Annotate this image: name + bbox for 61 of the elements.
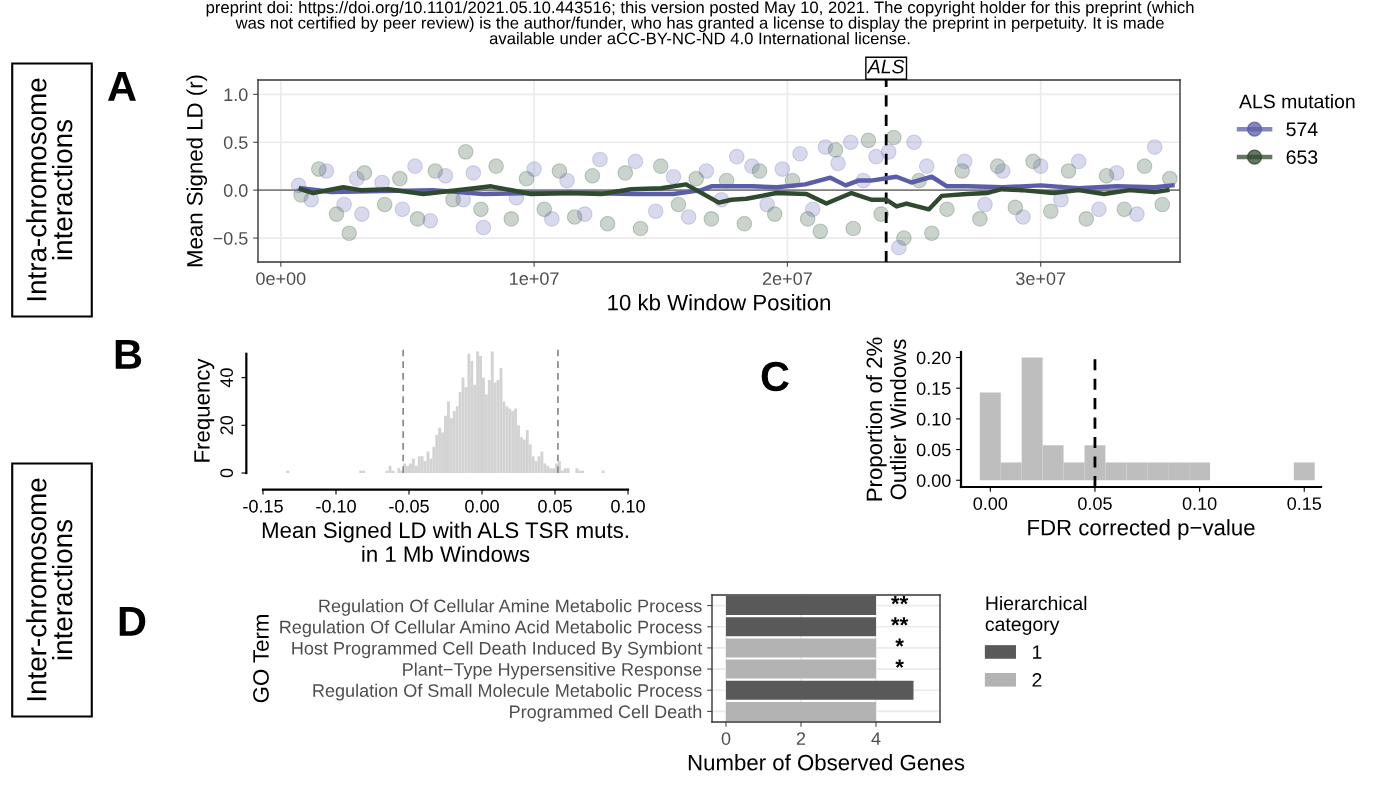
y-tick-label: Regulation Of Cellular Amine Metabolic Process bbox=[319, 599, 702, 616]
x-axis-title: Mean Signed LD with ALS TSR muts. in 1 Mb Windows bbox=[262, 521, 628, 563]
x-tick-label: 0.15 bbox=[1287, 497, 1322, 510]
x-tick-label: 3e+07 bbox=[1016, 272, 1066, 285]
y-tick-label: Regulation Of Cellular Amino Acid Metabolic Process bbox=[280, 620, 702, 638]
x-tick-label: -0.10 bbox=[316, 499, 356, 513]
y-tick-label: 0.00 bbox=[916, 474, 951, 487]
text: A bbox=[107, 72, 136, 101]
x-tick-label: 1e+07 bbox=[510, 272, 559, 285]
x-axis-title: FDR corrected p−value bbox=[1028, 519, 1255, 540]
x-tick-label: -0.15 bbox=[243, 499, 283, 513]
x-tick-label: 0.00 bbox=[973, 497, 1008, 510]
legend-title: Hierarchical category bbox=[985, 595, 1087, 635]
text: D bbox=[119, 607, 146, 636]
y-tick-label: Regulation Of Small Molecule Metabolic Process bbox=[313, 683, 702, 701]
x-axis-title: 10 kb Window Position bbox=[608, 294, 830, 311]
x-tick-label: 0e+00 bbox=[256, 272, 306, 285]
y-tick-label: 0.15 bbox=[916, 382, 951, 395]
legend-label: 2 bbox=[1032, 673, 1042, 687]
x-tick-label: 0.00 bbox=[465, 499, 499, 513]
y-tick-label: Host Programmed Cell Death Induced By Symbiont bbox=[292, 641, 703, 659]
x-tick-label: 0.10 bbox=[1182, 497, 1217, 510]
annotation: ** bbox=[891, 596, 909, 605]
y-tick-label: 0.20 bbox=[916, 351, 951, 365]
x-tick-label: 4 bbox=[871, 732, 881, 745]
y-tick-label: 0 bbox=[220, 468, 234, 478]
y-axis-title: Mean Signed LD (r) bbox=[186, 75, 208, 267]
x-axis-title: Number of Observed Genes bbox=[688, 754, 965, 771]
x-tick-label: 0 bbox=[721, 732, 731, 745]
annotation: * bbox=[895, 659, 904, 668]
y-tick-label: 0.5 bbox=[223, 136, 248, 149]
legend-label: 574 bbox=[1286, 122, 1318, 137]
text: Inter-chromosome interactions bbox=[26, 478, 73, 701]
y-tick-label: 0.0 bbox=[223, 184, 248, 197]
y-tick-label: 20 bbox=[220, 415, 234, 435]
text: Intra-chromosome interactions bbox=[26, 78, 73, 301]
text: C bbox=[761, 361, 789, 392]
x-tick-label: 2e+07 bbox=[762, 272, 812, 285]
x-tick-label: 0.10 bbox=[611, 499, 645, 513]
x-tick-label: 0.05 bbox=[538, 499, 572, 513]
ref-line-label: ALS bbox=[866, 59, 905, 74]
y-tick-label: 40 bbox=[220, 368, 234, 388]
y-tick-label: 1.0 bbox=[224, 88, 248, 102]
legend-label: 653 bbox=[1286, 150, 1318, 165]
x-tick-label: 2 bbox=[796, 732, 806, 745]
y-tick-label: −0.5 bbox=[213, 231, 248, 245]
text: preprint doi: https://doi.org/10.1101/2021.05.10.443516; this version posted May 10, 2021. The copyright holder for this preprint (which was not certified by peer review) is the author/funder, who has granted a license to display the preprint in perpetuity. It is made available under aCC-BY-NC-ND 4.0 International license. bbox=[206, 1, 1194, 45]
y-axis-title: Frequency bbox=[194, 358, 215, 462]
y-tick-label: Programmed Cell Death bbox=[510, 704, 702, 722]
x-tick-label: -0.05 bbox=[389, 499, 429, 513]
legend-label: 1 bbox=[1033, 645, 1042, 659]
y-tick-label: 0.05 bbox=[916, 443, 951, 457]
annotation: ** bbox=[891, 617, 909, 626]
annotation: * bbox=[895, 638, 904, 647]
y-axis-title: GO Term bbox=[253, 615, 269, 703]
y-axis-title: Proportion of 2% Outlier Windows bbox=[865, 337, 907, 501]
x-tick-label: 0.05 bbox=[1078, 497, 1112, 510]
text: B bbox=[115, 340, 142, 369]
y-tick-label: 0.10 bbox=[916, 412, 951, 426]
y-tick-label: Plant−Type Hypersensitive Response bbox=[403, 662, 702, 680]
legend-title: ALS mutation bbox=[1239, 94, 1355, 109]
